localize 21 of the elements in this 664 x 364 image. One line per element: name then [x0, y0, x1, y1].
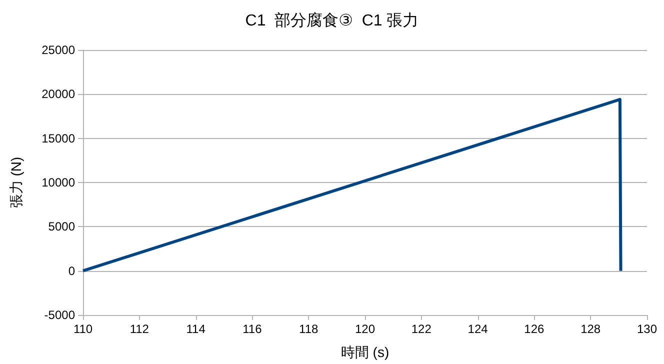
x-tick-label: 116: [242, 322, 262, 336]
x-tick-label: 120: [354, 322, 376, 336]
x-tick-label: 114: [186, 322, 206, 336]
x-tick-label: 128: [580, 322, 601, 336]
x-axis-title: 時間 (s): [340, 344, 390, 360]
x-tick-label: 122: [411, 322, 432, 336]
y-tick-label: 25000: [42, 43, 76, 57]
x-tick-label: 126: [524, 322, 545, 336]
y-axis-title: 張力 (N): [8, 156, 24, 208]
x-tick-label: 112: [130, 322, 150, 336]
y-tick-label: 20000: [42, 87, 76, 102]
y-tick-label: 15000: [42, 131, 76, 146]
y-tick-label: 0: [68, 264, 76, 278]
y-tick-label: -5000: [44, 308, 76, 322]
y-tick-label: 5000: [48, 220, 76, 234]
x-tick-label: 118: [299, 322, 318, 336]
x-tick-label: 130: [636, 322, 658, 336]
chart-title: C1 部分腐食③ C1 張力: [245, 12, 419, 30]
x-tick-label: 110: [73, 322, 93, 336]
x-tick-label: 124: [468, 322, 488, 336]
y-tick-label: 10000: [42, 176, 76, 190]
